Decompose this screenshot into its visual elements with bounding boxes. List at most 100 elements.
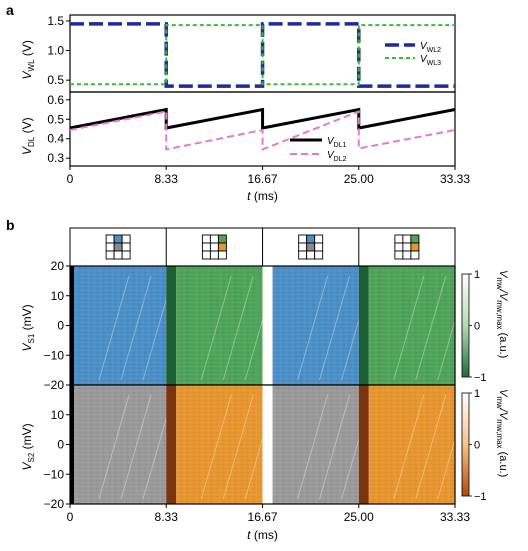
y-axis-title-sub: DL xyxy=(27,136,36,147)
pixel-cell xyxy=(217,250,227,260)
y-tick-label: 0.5 xyxy=(47,112,64,126)
y-axis-title-unit: (mV) xyxy=(20,423,34,452)
legend-label-sub: DL2 xyxy=(334,156,347,163)
pixel-cell xyxy=(201,242,211,252)
signal-streak xyxy=(222,275,254,381)
pixel-cell xyxy=(121,234,131,244)
pixel-cell xyxy=(201,250,211,260)
x-axis-title-var: t xyxy=(247,189,251,203)
heatmap-texture xyxy=(74,266,167,385)
y-axis-title-sub: WL xyxy=(27,59,36,72)
transition-bar xyxy=(70,266,74,385)
y-tick-label: −20 xyxy=(44,497,65,511)
transition-bar xyxy=(262,266,273,385)
y-axis-title-main: V xyxy=(20,71,34,80)
signal-streak xyxy=(98,394,130,500)
x-tick-label: 0 xyxy=(67,510,74,524)
pixel-cell xyxy=(113,250,123,260)
pixel-cell xyxy=(105,242,115,252)
transition-bar xyxy=(166,266,177,385)
colorbar-title-sub: mw xyxy=(495,277,504,290)
y-axis-title-main: V xyxy=(20,146,34,155)
pixel-array-icon xyxy=(105,234,131,260)
pixel-cell xyxy=(410,234,420,244)
y-tick-label: 1.5 xyxy=(47,14,64,28)
colorbar-tick-label: −1 xyxy=(474,491,487,503)
pixel-cell xyxy=(314,250,324,260)
x-tick-label: 33.33 xyxy=(440,510,470,524)
series-line-wl3 xyxy=(70,24,455,86)
legend-label-sub: WL2 xyxy=(427,47,442,54)
y-tick-label: −20 xyxy=(44,378,65,392)
y-tick-label: −10 xyxy=(44,467,65,481)
y-tick-label: 10 xyxy=(51,408,65,422)
x-tick-label: 8.33 xyxy=(155,510,179,524)
signal-streak xyxy=(415,394,447,500)
pixel-cell xyxy=(298,242,308,252)
signal-streak xyxy=(120,394,152,500)
pixel-cell xyxy=(121,242,131,252)
y-axis-title: VDL (V) xyxy=(20,117,36,155)
colorbar-title-sub2: mw,max xyxy=(495,419,504,448)
colorbar-title-sub: mw xyxy=(495,396,504,409)
pixel-cell xyxy=(209,250,219,260)
y-tick-label: 20 xyxy=(51,259,65,273)
pixel-cell xyxy=(402,242,412,252)
colorbar-title-unit: (a.u.) xyxy=(497,449,509,478)
x-tick-label: 33.33 xyxy=(440,172,470,186)
colorbar: 1 0 −1 Vmw/Vmw,max (a.u.) xyxy=(461,388,509,503)
pixel-cell xyxy=(201,234,211,244)
x-tick-label: 25.00 xyxy=(344,172,374,186)
signal-streak xyxy=(200,394,232,500)
colorbar-tick-label: −1 xyxy=(474,372,487,384)
y-axis-title-main: V xyxy=(20,343,34,352)
pixel-cell xyxy=(217,234,227,244)
signal-streak xyxy=(200,275,232,381)
x-tick-label: 8.33 xyxy=(155,172,179,186)
heatmap-texture xyxy=(272,385,359,504)
pixel-cell xyxy=(306,250,316,260)
pixel-cell xyxy=(209,234,219,244)
pixel-cell xyxy=(105,234,115,244)
transition-bar xyxy=(358,266,369,385)
legend-label-main: V xyxy=(420,54,428,65)
panel-label-a: a xyxy=(6,2,14,18)
legend-label-sub: WL3 xyxy=(427,60,442,67)
signal-streak xyxy=(297,275,329,381)
heatmap-texture xyxy=(368,266,455,385)
x-tick-label: 25.00 xyxy=(344,510,374,524)
plot-dl-voltage: 0.60.50.40.30 8.33 16.67 25.00 33.33t (ms)VD… xyxy=(20,91,470,203)
heatmap-texture xyxy=(74,385,167,504)
y-tick-label: 0.4 xyxy=(47,132,64,146)
transition-bar xyxy=(262,385,273,504)
y-axis-title-sub: S2 xyxy=(27,452,36,462)
heatmap-texture xyxy=(272,266,359,385)
colorbar-title: Vmw/Vmw,max (a.u.) xyxy=(495,270,509,358)
y-tick-label: 1.0 xyxy=(47,44,64,58)
pixel-cell xyxy=(410,242,420,252)
x-axis-title-unit: (ms) xyxy=(251,189,278,203)
signal-streak xyxy=(297,394,329,500)
x-tick-label: 16.67 xyxy=(248,510,278,524)
legend-label: VDL1 xyxy=(327,136,347,149)
colorbar-title-mid: /V xyxy=(497,408,509,421)
y-tick-label: 0 xyxy=(57,438,64,452)
legend-label: VWL3 xyxy=(420,54,441,67)
colorbar-title: Vmw/Vmw,max (a.u.) xyxy=(495,389,509,477)
pixel-cell xyxy=(298,250,308,260)
y-tick-label: 0.5 xyxy=(47,73,64,87)
x-axis-title: t (ms) xyxy=(247,189,278,203)
signal-streak xyxy=(222,394,254,500)
pixel-cell xyxy=(314,242,324,252)
y-tick-label: 0.3 xyxy=(47,151,64,165)
colorbar-gradient xyxy=(461,392,470,497)
y-tick-label: 0 xyxy=(57,319,64,333)
pixel-cell xyxy=(217,242,227,252)
y-axis-title-unit: (mV) xyxy=(20,304,34,333)
pixel-cell xyxy=(306,242,316,252)
legend-label-main: V xyxy=(420,41,428,52)
x-axis-title-unit: (ms) xyxy=(251,528,278,542)
pixel-cell xyxy=(298,234,308,244)
